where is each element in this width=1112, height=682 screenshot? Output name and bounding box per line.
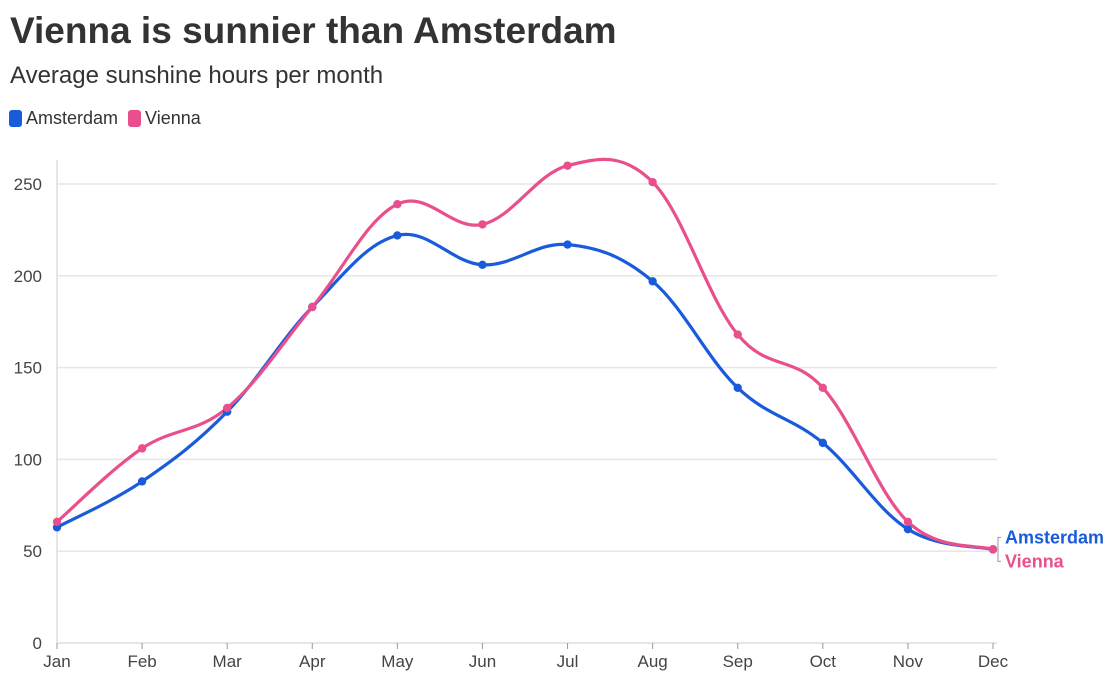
y-tick-label: 200 xyxy=(14,267,42,286)
data-point-amsterdam[interactable] xyxy=(563,240,572,249)
y-tick-label: 150 xyxy=(14,359,42,378)
x-tick-label: Sep xyxy=(723,652,753,671)
data-point-vienna[interactable] xyxy=(903,517,913,527)
x-tick-label: Oct xyxy=(810,652,837,671)
end-label-vienna: Vienna xyxy=(1005,551,1065,571)
data-point-vienna[interactable] xyxy=(393,199,402,209)
legend-item-amsterdam[interactable]: Amsterdam xyxy=(9,108,118,129)
legend-swatch-vienna xyxy=(128,110,142,127)
x-tick-label: Dec xyxy=(978,652,1009,671)
x-tick-label: Apr xyxy=(299,652,326,671)
data-point-amsterdam[interactable] xyxy=(903,524,913,534)
legend-label-amsterdam: Amsterdam xyxy=(26,108,119,128)
data-point-amsterdam[interactable] xyxy=(393,231,402,240)
series-line-vienna[interactable] xyxy=(55,157,995,551)
end-label-amsterdam: Amsterdam xyxy=(1005,527,1104,547)
y-tick-label: 100 xyxy=(14,450,42,469)
axes: 0 50 100 150 200 250 Jan Feb Mar Apr May Jun Jul Aug S… xyxy=(14,160,1009,671)
data-point-amsterdam[interactable] xyxy=(648,277,657,286)
data-point-vienna[interactable] xyxy=(52,517,62,527)
x-tick-label: Jun xyxy=(469,652,496,671)
legend-swatch-amsterdam xyxy=(9,110,22,127)
x-tick-label: Jul xyxy=(557,652,579,671)
x-tick-label: Jan xyxy=(43,652,70,671)
y-tick-label: 250 xyxy=(14,175,42,194)
y-tick-label: 0 xyxy=(33,634,42,653)
legend-item-vienna[interactable]: Vienna xyxy=(128,108,201,129)
data-point-vienna[interactable] xyxy=(563,161,572,170)
data-point-vienna[interactable] xyxy=(137,444,147,453)
data-point-vienna[interactable] xyxy=(988,545,998,554)
y-tick-label: 50 xyxy=(23,542,42,561)
x-tick-label: Aug xyxy=(638,652,668,671)
end-label-bracket xyxy=(997,536,1001,562)
chart-title: Vienna is sunnier than Amsterdam xyxy=(10,10,617,51)
data-point-vienna[interactable] xyxy=(648,177,657,187)
x-tick-label: Nov xyxy=(893,652,924,671)
data-point-vienna[interactable] xyxy=(478,220,487,229)
chart-subtitle: Average sunshine hours per month xyxy=(10,62,384,89)
data-point-amsterdam[interactable] xyxy=(733,383,742,392)
data-points xyxy=(52,161,998,554)
x-tick-label: Feb xyxy=(127,652,156,671)
x-tick-label: Mar xyxy=(213,652,243,671)
x-tick-label: May xyxy=(381,652,414,671)
legend-label-vienna: Vienna xyxy=(145,108,201,128)
series-line-amsterdam[interactable] xyxy=(55,232,995,551)
data-point-vienna[interactable] xyxy=(308,302,317,312)
gridlines xyxy=(57,183,997,552)
data-point-vienna[interactable] xyxy=(733,330,742,339)
data-point-vienna[interactable] xyxy=(222,403,232,413)
data-point-amsterdam[interactable] xyxy=(818,438,828,448)
data-point-amsterdam[interactable] xyxy=(137,477,147,486)
data-point-amsterdam[interactable] xyxy=(478,260,487,269)
legend: Amsterdam Vienna xyxy=(9,108,201,129)
series-lines xyxy=(55,157,995,551)
end-labels: Amsterdam Vienna xyxy=(997,527,1104,571)
data-point-vienna[interactable] xyxy=(818,383,828,392)
